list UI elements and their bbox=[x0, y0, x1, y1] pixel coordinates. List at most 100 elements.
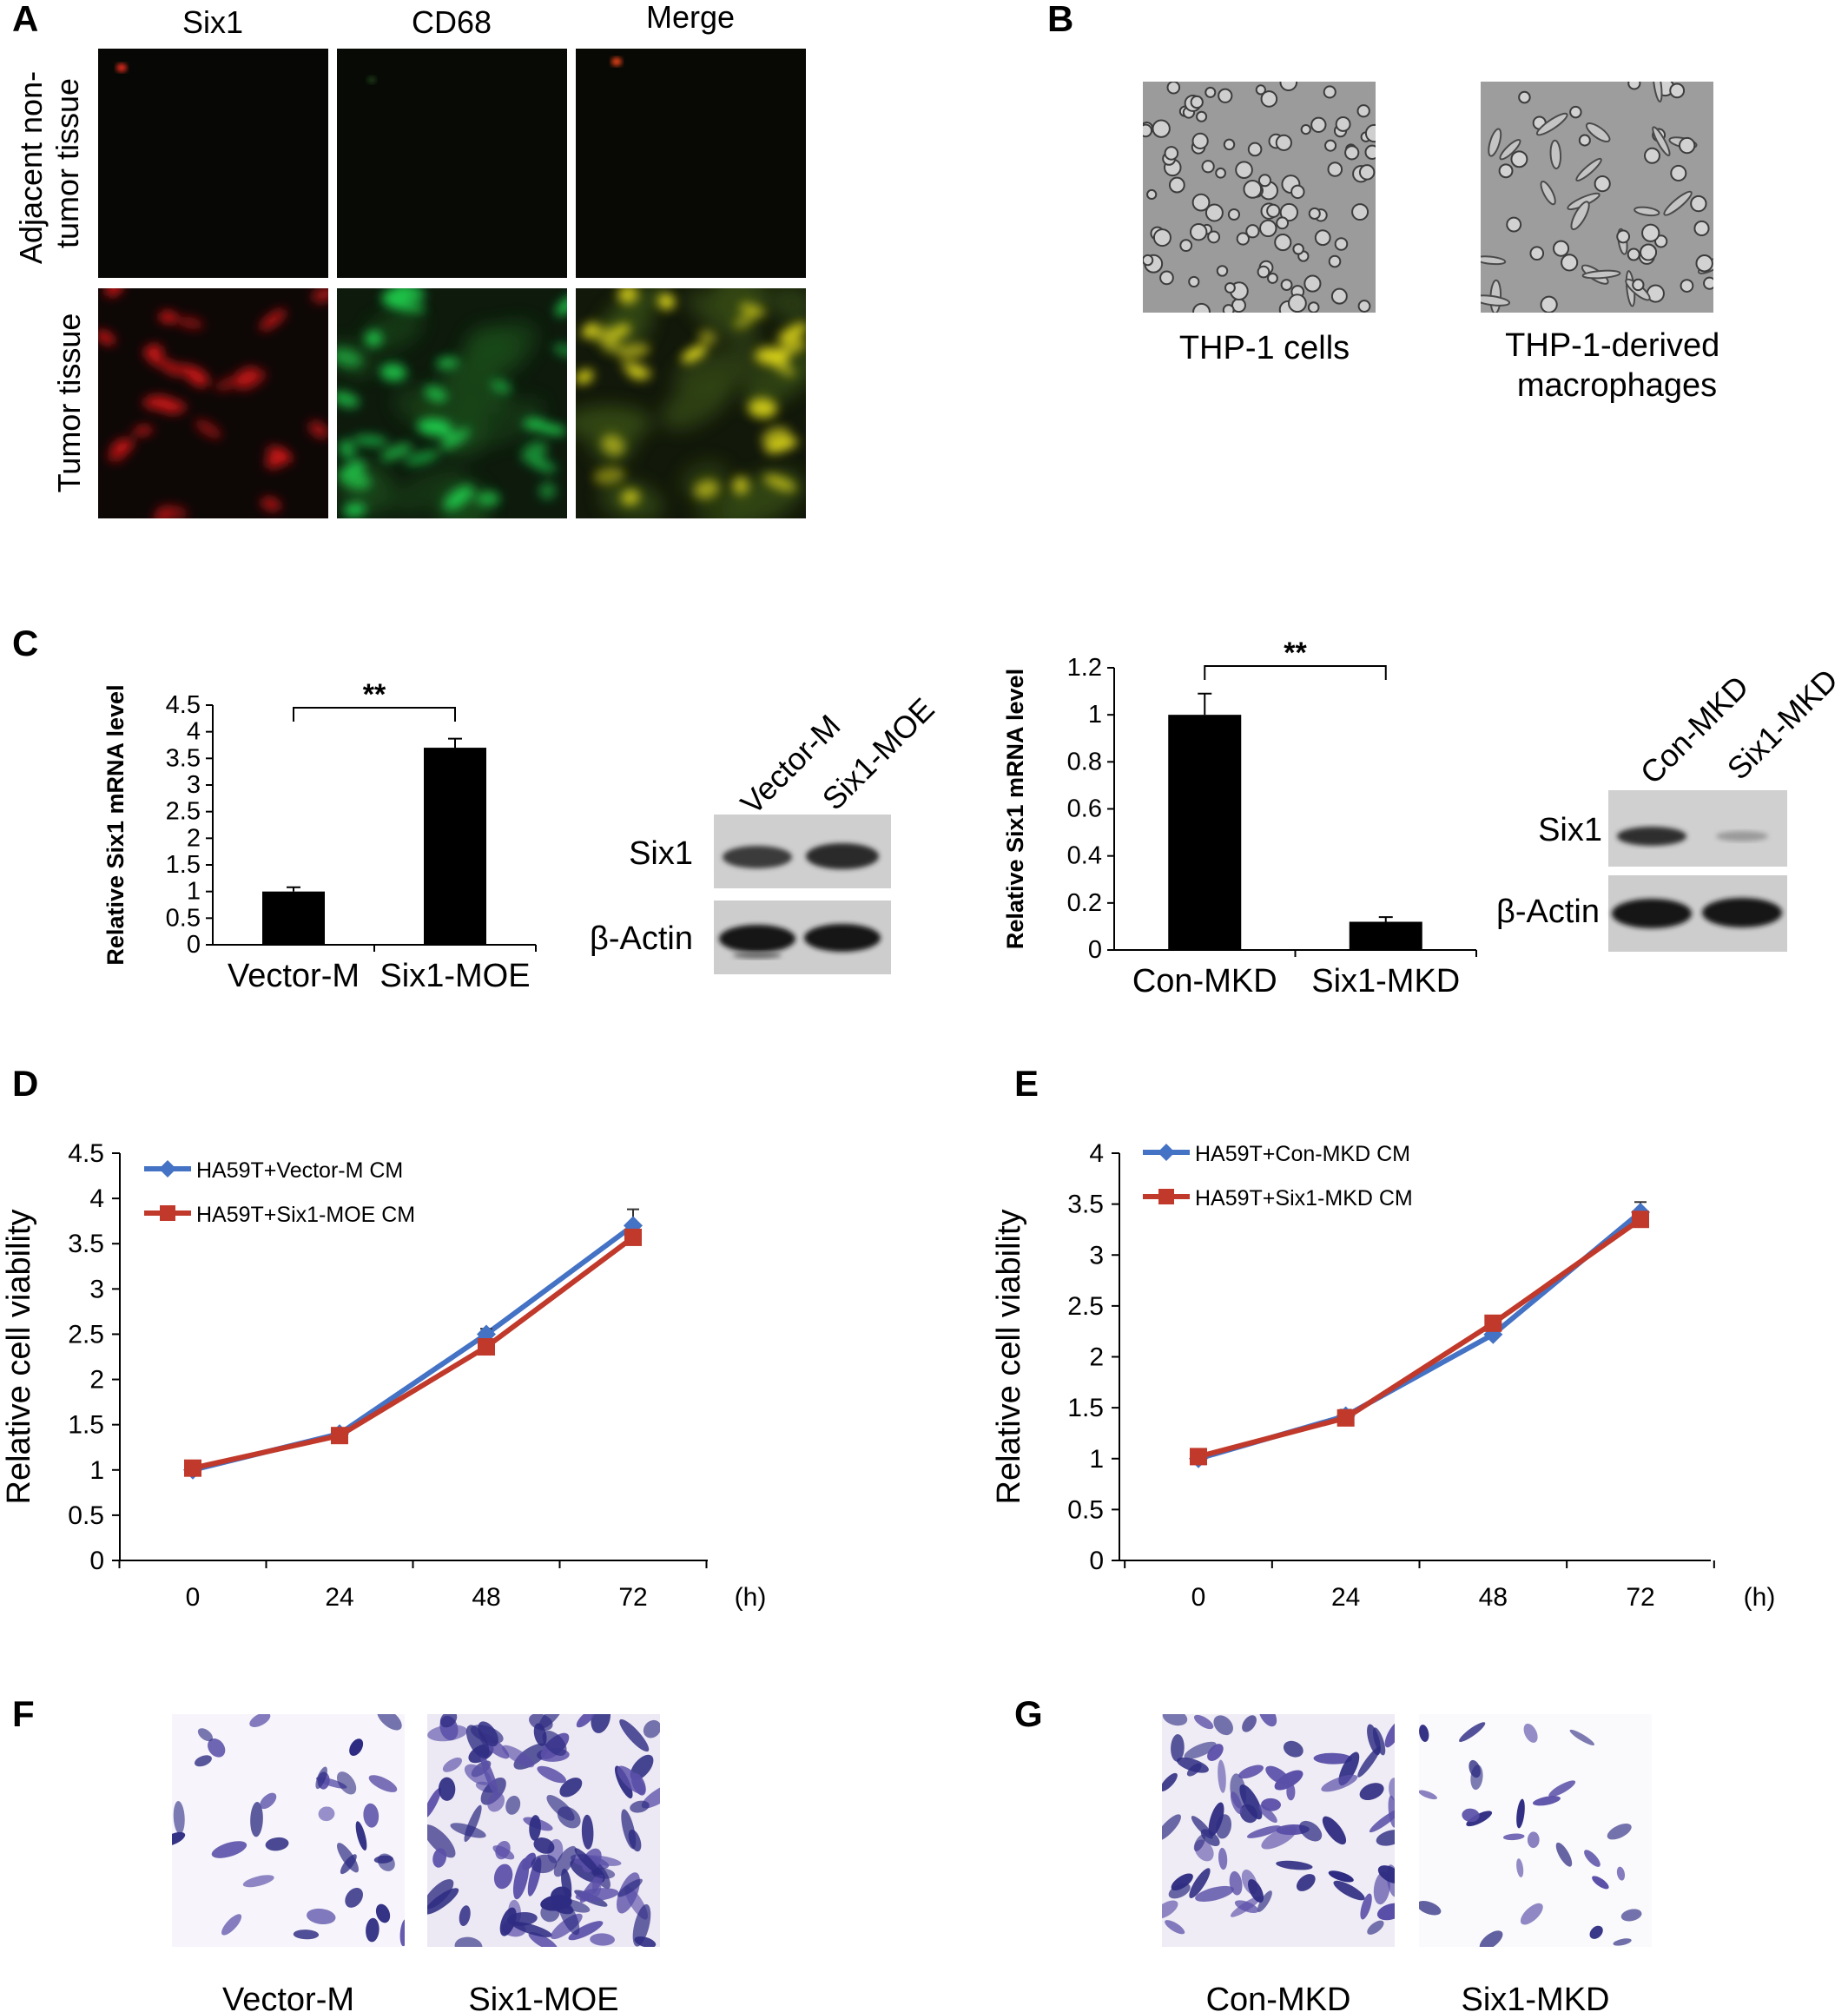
cell bbox=[1327, 162, 1343, 177]
caption-thp1-cells: THP-1 cells bbox=[1179, 330, 1350, 366]
cell bbox=[1292, 243, 1304, 255]
data-point bbox=[478, 1338, 495, 1356]
y-tick-label: 1.5 bbox=[1067, 1394, 1104, 1422]
cell bbox=[1143, 123, 1153, 138]
x-category-label: Vector-M bbox=[228, 958, 360, 994]
x-axis-unit: (h) bbox=[735, 1583, 767, 1612]
image-thp1-macrophages bbox=[1481, 82, 1713, 313]
stained-cell bbox=[561, 1868, 572, 1898]
cell bbox=[1279, 82, 1298, 92]
stained-cell bbox=[1372, 1727, 1386, 1756]
cell bbox=[1488, 128, 1502, 157]
fluorescent-cell bbox=[555, 295, 567, 316]
fluorescent-haze bbox=[685, 289, 761, 349]
image-tumor-cd68 bbox=[337, 288, 567, 518]
data-point bbox=[1190, 1448, 1207, 1466]
fluorescent-cell bbox=[148, 356, 176, 370]
stained-cell bbox=[427, 1888, 459, 1915]
cell bbox=[1215, 167, 1226, 179]
fluorescent-cell bbox=[265, 453, 285, 469]
fluorescent-cell bbox=[738, 303, 766, 317]
y-tick-label: 0.8 bbox=[1067, 748, 1102, 775]
blot-band bbox=[806, 843, 879, 869]
cell bbox=[1481, 255, 1507, 266]
legend-marker bbox=[1158, 1144, 1175, 1161]
cell bbox=[1594, 175, 1611, 193]
stained-cell bbox=[336, 1771, 357, 1795]
stained-cell bbox=[1527, 1831, 1540, 1849]
cell bbox=[1188, 275, 1200, 288]
stained-cell bbox=[619, 1718, 650, 1752]
y-tick-label: 2 bbox=[187, 824, 201, 852]
fluorescent-cell bbox=[732, 476, 749, 495]
stained-cell bbox=[1246, 1825, 1282, 1838]
stained-cell bbox=[1193, 1714, 1214, 1730]
fluorescent-cell bbox=[417, 418, 452, 436]
cell bbox=[1323, 85, 1336, 99]
cell bbox=[1201, 160, 1215, 174]
cell bbox=[1334, 237, 1349, 251]
stained-cell bbox=[368, 1775, 398, 1792]
y-tick-label: 2.5 bbox=[166, 798, 201, 826]
x-tick-label: 72 bbox=[1626, 1583, 1654, 1612]
panel-letter-g: G bbox=[1014, 1693, 1043, 1734]
blot-lane-label: Six1-MOE bbox=[815, 691, 941, 817]
caption-thp1-macrophages: THP-1-derived macrophages bbox=[1505, 327, 1729, 404]
fluorescent-cell bbox=[105, 288, 123, 297]
cell bbox=[1695, 254, 1713, 273]
stained-cell bbox=[630, 1800, 650, 1813]
fluorescent-cell bbox=[617, 288, 638, 304]
cell bbox=[1257, 265, 1270, 279]
y-tick-label: 3.5 bbox=[68, 1230, 104, 1258]
stained-cell bbox=[529, 1815, 541, 1841]
panel-b: B THP-1 cells THP-1-derived macrophages bbox=[1047, 0, 1729, 404]
cell bbox=[1227, 208, 1241, 221]
stained-cell bbox=[1186, 1763, 1202, 1777]
stained-cell bbox=[427, 1824, 456, 1858]
stained-cell bbox=[591, 1867, 616, 1879]
image-adjacent-cd68 bbox=[337, 49, 567, 278]
cell bbox=[1196, 110, 1208, 122]
fluorescent-cell bbox=[143, 344, 163, 360]
stained-cell bbox=[1322, 1816, 1347, 1845]
y-tick-label: 0.2 bbox=[1067, 889, 1102, 917]
row-label-adjacent: Adjacent non- tumor tissue bbox=[13, 63, 85, 264]
fluorescent-cell bbox=[337, 348, 362, 367]
stained-cell bbox=[1218, 1847, 1228, 1870]
fluorescent-cell bbox=[353, 434, 388, 446]
stained-cell bbox=[1258, 1714, 1277, 1727]
stained-cell bbox=[540, 1903, 560, 1923]
stained-cell bbox=[1230, 1791, 1243, 1815]
y-tick-label: 4 bbox=[89, 1184, 104, 1213]
cell bbox=[1581, 269, 1621, 280]
y-tick-label: 4 bbox=[1089, 1139, 1104, 1168]
fluorescent-cell bbox=[530, 458, 557, 472]
stained-cell bbox=[617, 1878, 643, 1897]
cell bbox=[1632, 278, 1645, 292]
cell bbox=[1243, 180, 1263, 199]
cell bbox=[1146, 188, 1158, 201]
fluorescent-cell bbox=[393, 288, 426, 301]
stained-cell bbox=[1359, 1783, 1384, 1801]
caption-vector-m: Vector-M bbox=[222, 1982, 354, 2012]
series-line-HA59T+Con-MKD CM bbox=[1198, 1210, 1642, 1461]
stained-cell bbox=[1419, 1725, 1429, 1742]
stained-cell bbox=[542, 1730, 567, 1757]
panel-letter-c: C bbox=[12, 623, 38, 663]
cell bbox=[1300, 124, 1311, 135]
image-thp1-cells bbox=[1143, 82, 1376, 313]
stained-cell bbox=[438, 1777, 456, 1801]
cell bbox=[1308, 207, 1321, 221]
stained-cell bbox=[1162, 1814, 1181, 1841]
fluorescent-cell bbox=[176, 316, 204, 330]
stained-cell bbox=[1242, 1715, 1257, 1732]
stained-cell bbox=[1470, 1765, 1483, 1791]
stained-cell bbox=[632, 1903, 651, 1947]
cell bbox=[1634, 206, 1660, 217]
data-point bbox=[624, 1228, 642, 1246]
cell bbox=[1549, 139, 1562, 170]
fluorescent-cell bbox=[185, 366, 209, 387]
fluorescent-cell bbox=[521, 440, 548, 464]
cell bbox=[1640, 243, 1658, 261]
stained-cell bbox=[1184, 1741, 1217, 1759]
